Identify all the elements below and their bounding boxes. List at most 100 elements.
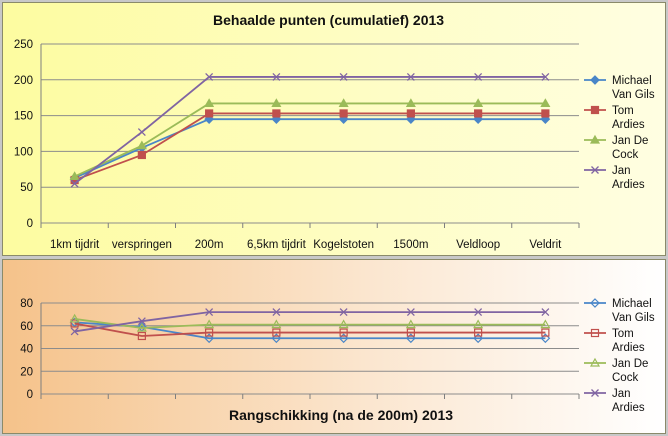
x-tick-label: Veldloop — [456, 239, 500, 251]
legend-marker — [590, 105, 600, 115]
data-point — [271, 333, 282, 344]
data-point — [205, 328, 214, 337]
legend-label: Cock — [612, 149, 638, 161]
series-line — [74, 311, 546, 333]
data-point — [70, 327, 79, 336]
data-point — [541, 72, 550, 81]
data-point — [338, 333, 349, 344]
data-point — [204, 319, 215, 329]
y-tick-label: 250 — [14, 39, 33, 51]
legend-marker — [590, 298, 600, 308]
series-line — [74, 321, 546, 340]
data-point — [474, 328, 483, 337]
data-point — [205, 109, 214, 118]
data-point — [205, 308, 214, 317]
x-tick-label: 200m — [195, 239, 224, 251]
chart-panel-cumulative-points: Behaalde punten (cumulatief) 2013 0 50 100… — [2, 2, 666, 256]
data-point — [271, 319, 282, 329]
data-point — [272, 109, 281, 118]
legend-marker — [590, 328, 600, 338]
x-tick-label: 1500m — [393, 239, 428, 251]
series-line — [74, 76, 546, 185]
data-point — [137, 331, 146, 341]
data-point — [473, 319, 484, 329]
data-point — [271, 98, 282, 108]
legend-label: Ardies — [612, 402, 645, 414]
data-point — [339, 328, 348, 337]
legend-label: Michael — [612, 75, 652, 87]
legend-label: Ardies — [612, 119, 645, 131]
data-point — [540, 98, 551, 108]
data-point — [406, 333, 416, 344]
data-point — [69, 313, 80, 323]
legend-label: Michael — [612, 298, 652, 310]
data-point — [540, 333, 551, 344]
data-point — [272, 328, 281, 337]
y-tick-label: 100 — [14, 146, 33, 158]
data-point — [406, 308, 415, 317]
data-point — [406, 109, 415, 118]
chart-ranking: 0 20 40 60 80 Michael Van Gils Tom Ardies Jan De C… — [20, 298, 655, 414]
legend-marker — [591, 389, 599, 397]
data-point — [70, 179, 79, 188]
legend-label: Tom — [612, 105, 634, 117]
data-point — [473, 98, 484, 108]
legend-label: Ardies — [612, 179, 645, 191]
data-point — [405, 98, 416, 108]
y-tick-label: 150 — [14, 111, 33, 123]
data-point — [474, 308, 483, 317]
data-point — [541, 308, 550, 317]
data-point — [473, 333, 483, 344]
legend-label: Ardies — [612, 342, 645, 354]
data-point — [70, 319, 79, 328]
data-point — [137, 317, 146, 326]
x-tick-label: 1km tijdrit — [50, 239, 100, 251]
data-point — [69, 317, 80, 328]
y-tick-label: 40 — [20, 344, 33, 356]
data-point — [136, 140, 147, 150]
data-point — [405, 319, 416, 329]
series-line — [74, 118, 546, 179]
series-line — [74, 102, 546, 178]
data-point — [339, 72, 348, 81]
legend-label: Jan De — [612, 358, 648, 370]
legend-marker — [590, 75, 600, 85]
x-tick-label: 6,5km tijdrit — [247, 239, 307, 251]
legend-label: Van Gils — [612, 312, 655, 324]
data-point — [541, 109, 550, 118]
data-point — [136, 322, 147, 332]
legend-marker — [589, 134, 601, 144]
x-tick-label: verspringen — [112, 239, 172, 251]
data-point — [272, 308, 281, 317]
data-point — [338, 98, 349, 108]
legend-label: Jan — [612, 388, 631, 400]
data-point — [474, 109, 483, 118]
x-tick-label: Veldrit — [529, 239, 562, 251]
legend-label: Cock — [612, 372, 638, 384]
legend-label: Jan De — [612, 135, 648, 147]
chart-title: Rangschikking (na de 200m) 2013 — [229, 407, 454, 423]
y-tick-label: 0 — [27, 389, 33, 401]
data-point — [474, 72, 483, 81]
series-line — [74, 318, 546, 329]
y-tick-label: 80 — [20, 298, 33, 310]
y-tick-label: 20 — [20, 366, 33, 378]
data-point — [540, 319, 551, 329]
data-point — [205, 72, 214, 81]
chart-title: Behaalde punten (cumulatief) 2013 — [213, 12, 445, 28]
legend-label: Tom — [612, 328, 634, 340]
legend-marker — [591, 166, 599, 174]
chart-panel-ranking: Rangschikking (na de 200m) 2013 0 20 40 60 8… — [2, 259, 666, 434]
data-point — [339, 109, 348, 118]
legend-label: Jan — [612, 165, 631, 177]
data-point — [137, 150, 146, 160]
chart-cumulative-points: 0 50 100 150 200 250 1km tijdrit verspringen 200… — [14, 39, 655, 251]
series-line — [74, 112, 546, 181]
data-point — [137, 128, 146, 137]
legend-marker — [589, 357, 601, 367]
x-tick-label: Kogelstoten — [313, 239, 374, 251]
series-line — [74, 322, 546, 337]
y-tick-label: 50 — [20, 182, 33, 194]
data-point — [204, 333, 214, 344]
y-tick-label: 200 — [14, 75, 33, 87]
